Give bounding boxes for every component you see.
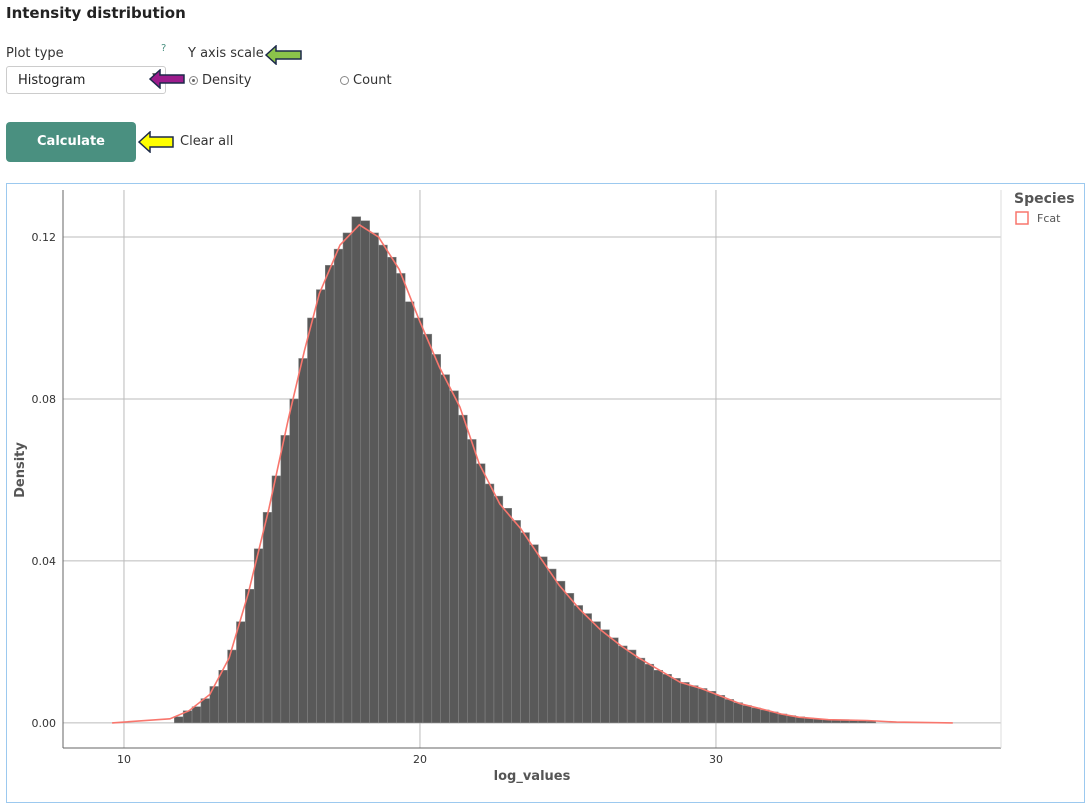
green-arrow-icon [264,45,302,65]
x-axis-label: log_values [494,769,571,784]
clear-all-link[interactable]: Clear all [180,134,234,149]
histogram-bar [236,621,246,724]
help-icon[interactable]: ? [161,43,167,54]
histogram-bar [271,475,282,724]
histogram-bar [280,435,290,724]
histogram-bar [706,691,717,724]
histogram-bar [582,613,592,724]
radio-density[interactable]: Density [189,73,251,88]
yellow-arrow-icon [137,131,174,153]
x-tick-label: 10 [117,753,131,766]
histogram-bar [520,532,530,724]
plot-type-value: Histogram [18,73,86,88]
x-tick-label: 20 [413,753,427,766]
histogram-bar [600,629,610,724]
histogram-bar [342,232,353,724]
histogram-bar [262,512,273,724]
histogram-bar [378,244,388,724]
histogram-bar [191,706,202,724]
histogram-bar [458,414,468,724]
histogram-bar [316,289,326,724]
histogram-bar [475,463,486,724]
histogram-bar [245,589,255,724]
density-curve-fcat [112,223,953,724]
histogram-bar [449,390,459,724]
histogram-bar [298,358,308,724]
legend-key-fcat [1015,211,1029,225]
histogram-bar [653,670,663,724]
histogram-bar [502,508,512,724]
histogram-bar [529,544,539,724]
histogram-bar [289,398,299,724]
histogram-bar [413,317,424,724]
radio-count-label: Count [353,73,392,88]
histogram-bar [174,716,184,724]
y-axis-label: Density [13,442,28,498]
histogram-bar [618,645,628,724]
y-tick-label: 0.12 [32,231,57,244]
histogram-bar [609,637,619,724]
histogram-bar [591,621,601,724]
histogram-bar [360,220,370,724]
histogram-bar [369,232,379,724]
histogram-bar [715,695,726,724]
histogram-bar [680,682,690,724]
histogram-bar [511,520,521,724]
y-scale-label: Y axis scale [188,46,264,61]
histogram-bar [218,670,228,724]
histogram-bar [253,548,264,724]
histogram-bar [351,216,362,724]
calculate-button[interactable]: Calculate [6,122,136,162]
histogram-bar [324,265,335,724]
histogram-bar [546,568,557,724]
radio-icon[interactable] [340,76,349,85]
histogram-bar [387,256,397,724]
histogram-bar [662,674,672,724]
page-title: Intensity distribution [6,4,186,22]
histogram-bar [404,301,415,724]
plot-type-label: Plot type [6,46,64,61]
histogram-bar [564,593,575,724]
y-tick-label: 0.00 [32,717,57,730]
histogram-bar [689,685,699,724]
histogram-bar [760,709,770,724]
histogram-bar [227,649,237,724]
histogram-bar [307,317,317,724]
histogram-bar [751,707,761,724]
histogram-bar [333,248,344,724]
histogram-bar [431,354,441,724]
purple-arrow-icon [148,69,185,89]
y-tick-label: 0.08 [32,393,57,406]
radio-density-label: Density [202,73,252,88]
radio-icon-checked[interactable] [189,76,198,85]
histogram-bar [644,663,655,724]
histogram-bar [742,705,752,724]
x-tick-label: 30 [709,753,723,766]
histogram-bar [538,556,548,724]
histogram-bar [724,699,734,724]
radio-count[interactable]: Count [340,73,392,88]
histogram-bar [555,580,566,724]
histogram-bar [493,495,504,724]
y-tick-label: 0.04 [32,555,57,568]
histogram-bar [697,688,708,724]
legend-label-fcat: Fcat [1037,212,1061,225]
histogram-bar [440,374,450,724]
histogram-bar [573,605,584,724]
histogram-bar [422,333,433,724]
histogram-bar [635,657,646,724]
histogram-bar [671,678,681,724]
histogram-bar [396,273,406,724]
histogram-bar [200,698,211,724]
legend-title: Species [1014,191,1075,207]
histogram-bar [626,649,637,724]
histogram-bar [484,483,495,724]
histogram-bar [467,439,477,724]
histogram-bar [733,702,743,724]
